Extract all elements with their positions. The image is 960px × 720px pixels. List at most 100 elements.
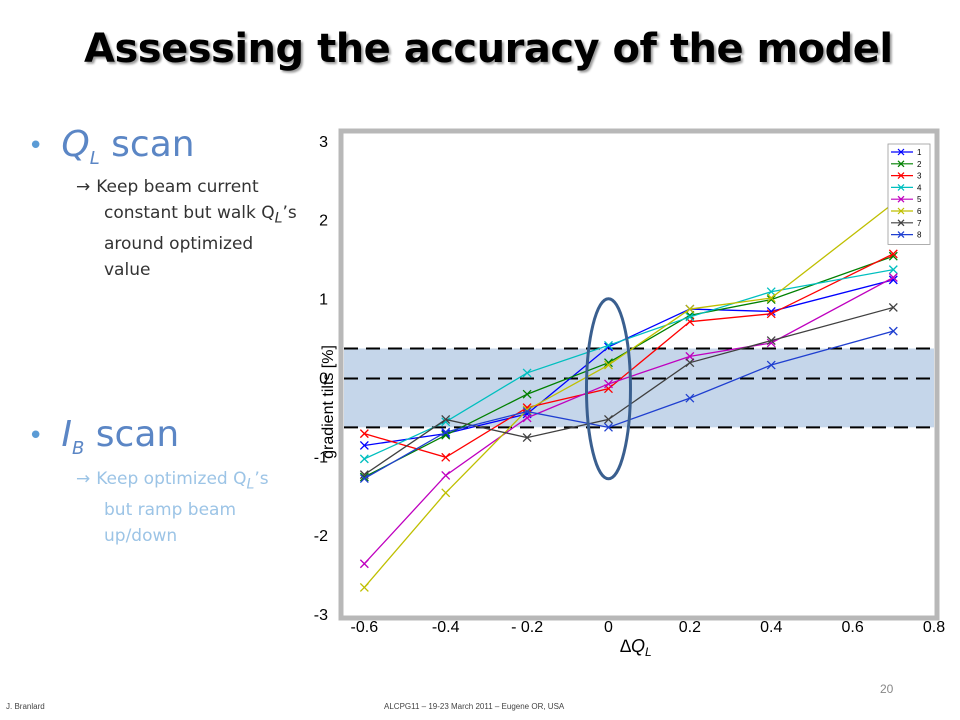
data-point xyxy=(441,427,451,437)
marker-stroke xyxy=(604,414,613,424)
marker-stroke xyxy=(766,336,776,346)
marker-stroke xyxy=(522,403,532,413)
legend-marker xyxy=(897,195,905,203)
marker-stroke xyxy=(685,393,695,403)
bullet2-detail: → Keep optimized QL’s but ramp beam up/do… xyxy=(76,466,306,549)
legend-label: 3 xyxy=(917,172,922,181)
data-point xyxy=(766,336,776,346)
marker-stroke xyxy=(359,472,369,482)
marker-stroke xyxy=(766,287,776,297)
legend-item-5: 5 xyxy=(891,195,922,204)
data-point xyxy=(888,249,898,259)
highlight-ellipse xyxy=(584,297,632,481)
marker-stroke xyxy=(441,488,451,498)
data-point xyxy=(604,360,613,370)
marker-stroke xyxy=(888,275,898,285)
data-point xyxy=(685,312,695,322)
series-2 xyxy=(359,251,898,482)
data-point xyxy=(766,295,776,305)
data-point xyxy=(766,360,776,370)
legend-marker xyxy=(897,172,905,180)
bullet2-line1-end: ’s xyxy=(254,469,269,489)
legend-label: 7 xyxy=(917,219,922,228)
bullet1-line2: constant but walk Q xyxy=(104,203,275,223)
data-point xyxy=(766,287,776,297)
bullet2-line2: but ramp beam xyxy=(104,500,237,521)
marker-stroke xyxy=(359,474,369,484)
data-point xyxy=(441,488,451,498)
bullet1-subscript: L xyxy=(89,148,100,170)
legend-label: 8 xyxy=(917,231,922,240)
x-tick-label: -0.4 xyxy=(432,619,460,636)
data-point xyxy=(359,582,369,592)
tolerance-band xyxy=(344,348,934,428)
marker-stroke xyxy=(359,454,369,464)
data-point xyxy=(604,379,613,389)
data-point xyxy=(522,368,532,378)
x-tick-label: 0 xyxy=(604,619,613,636)
marker-stroke xyxy=(685,358,695,368)
bullet1-detail: → Keep beam current constant but walk QL’… xyxy=(76,174,306,283)
marker-stroke xyxy=(888,303,898,312)
arrow-right-icon: → xyxy=(76,469,91,489)
data-point xyxy=(522,413,532,423)
x-axis-label-main: ∆Q xyxy=(620,636,645,656)
marker-stroke xyxy=(888,265,898,275)
footer-conference: ALCPG11 – 19-23 March 2011 – Eugene OR, … xyxy=(384,702,565,711)
x-tick-label: 0.2 xyxy=(679,619,701,636)
series-4 xyxy=(359,265,898,464)
legend-item-1: 1 xyxy=(891,148,922,157)
data-point xyxy=(685,358,695,368)
marker-stroke xyxy=(888,249,898,259)
bullet1-line2-end: ’s xyxy=(282,203,297,223)
legend-label: 1 xyxy=(917,148,922,157)
legend-label: 2 xyxy=(917,160,922,169)
x-axis-label-sub: L xyxy=(645,645,652,659)
series-5 xyxy=(359,273,898,569)
data-point xyxy=(441,452,451,462)
slide-title: Assessing the accuracy of the model xyxy=(84,26,893,72)
marker-stroke xyxy=(604,422,613,432)
data-point xyxy=(766,309,776,319)
legend-label: 4 xyxy=(917,183,922,192)
marker-stroke xyxy=(441,452,451,462)
bullet1-line2-sub: L xyxy=(274,210,283,227)
marker-stroke xyxy=(604,360,613,370)
marker-stroke xyxy=(766,295,776,305)
data-point xyxy=(522,389,532,399)
marker-stroke xyxy=(685,351,695,361)
data-point xyxy=(604,340,613,350)
y-tick-label: 0 xyxy=(319,370,328,387)
data-point xyxy=(359,474,369,484)
marker-stroke xyxy=(888,251,898,261)
marker-stroke xyxy=(441,430,451,440)
bullet1-line1: Keep beam current xyxy=(96,177,259,197)
arrow-right-icon: → xyxy=(76,177,91,197)
marker-stroke xyxy=(766,293,776,303)
marker-stroke xyxy=(522,409,532,419)
y-axis-label: gradient tilts [%] xyxy=(320,345,337,459)
legend-item-8: 8 xyxy=(891,231,922,240)
legend-label: 5 xyxy=(917,195,922,204)
marker-stroke xyxy=(522,433,532,443)
legend-marker xyxy=(897,148,905,156)
bullet1-line4: value xyxy=(104,260,151,281)
data-point xyxy=(441,430,451,440)
marker-stroke xyxy=(685,312,695,322)
marker-stroke xyxy=(441,470,451,480)
y-tick-label: 3 xyxy=(319,134,328,151)
marker-stroke xyxy=(604,340,613,350)
data-point xyxy=(359,441,369,450)
data-point xyxy=(685,393,695,403)
data-point xyxy=(604,414,613,424)
bullet2-subscript: B xyxy=(71,438,85,460)
y-tick-label: -2 xyxy=(314,528,328,545)
marker-stroke xyxy=(359,559,369,569)
legend-marker xyxy=(897,160,905,168)
data-point xyxy=(359,454,369,464)
y-tick-label: 2 xyxy=(319,213,328,230)
x-tick-label: 0.6 xyxy=(841,619,863,636)
data-point xyxy=(522,403,532,413)
bullet1-prefix: Q xyxy=(61,124,90,165)
marker-stroke xyxy=(604,358,613,368)
